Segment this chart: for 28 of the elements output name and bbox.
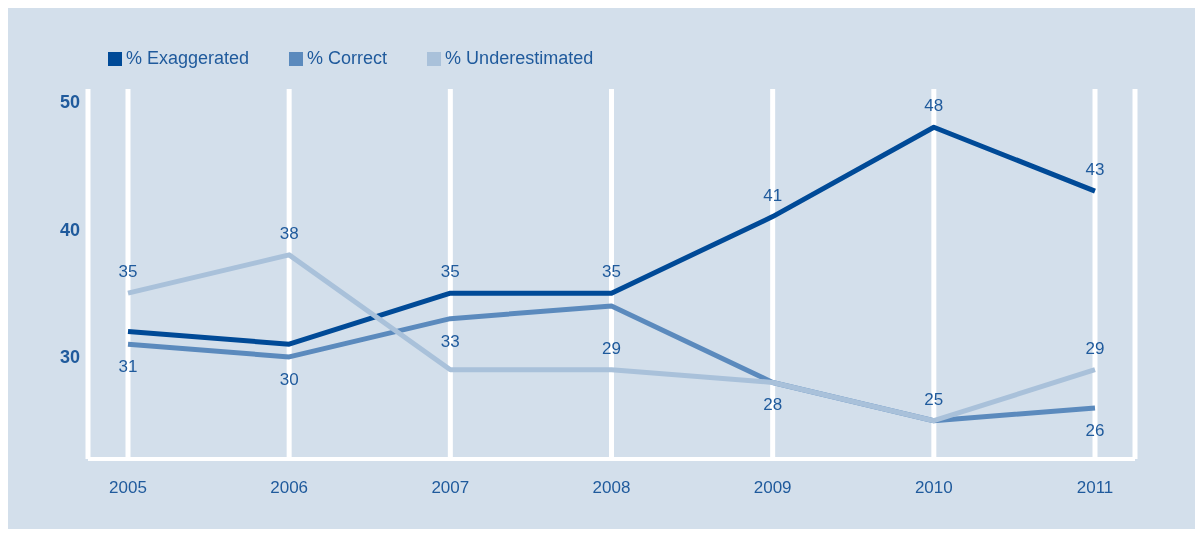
data-label: 35 xyxy=(602,262,621,282)
data-label: 33 xyxy=(440,331,460,351)
x-tick-label: 2005 xyxy=(109,478,147,498)
y-tick-label: 50 xyxy=(59,92,80,113)
data-label: 48 xyxy=(924,96,944,116)
data-label: 35 xyxy=(118,262,138,282)
data-label: 30 xyxy=(279,369,299,389)
x-tick-label: 2009 xyxy=(753,478,792,498)
legend-label: % Underestimated xyxy=(445,48,594,68)
data-label: 38 xyxy=(279,223,299,243)
data-label: 28 xyxy=(763,395,783,415)
y-tick-label: 30 xyxy=(59,347,80,368)
legend-label: % Correct xyxy=(307,48,388,68)
x-tick-label: 2006 xyxy=(270,478,309,498)
data-label: 29 xyxy=(1085,338,1105,358)
x-tick-label: 2010 xyxy=(914,478,953,498)
legend-label: % Exaggerated xyxy=(126,48,250,68)
data-label: 29 xyxy=(602,338,621,358)
y-tick-label: 40 xyxy=(59,219,80,240)
x-tick-label: 2007 xyxy=(431,478,470,498)
data-label: 31 xyxy=(118,357,138,377)
x-tick-label: 2008 xyxy=(592,478,631,498)
data-label: 26 xyxy=(1085,420,1105,440)
x-tick-label: 2011 xyxy=(1076,478,1114,498)
data-label: 41 xyxy=(763,185,783,205)
data-label: 43 xyxy=(1085,160,1105,180)
data-label: 35 xyxy=(440,262,460,282)
data-label: 25 xyxy=(924,389,944,409)
